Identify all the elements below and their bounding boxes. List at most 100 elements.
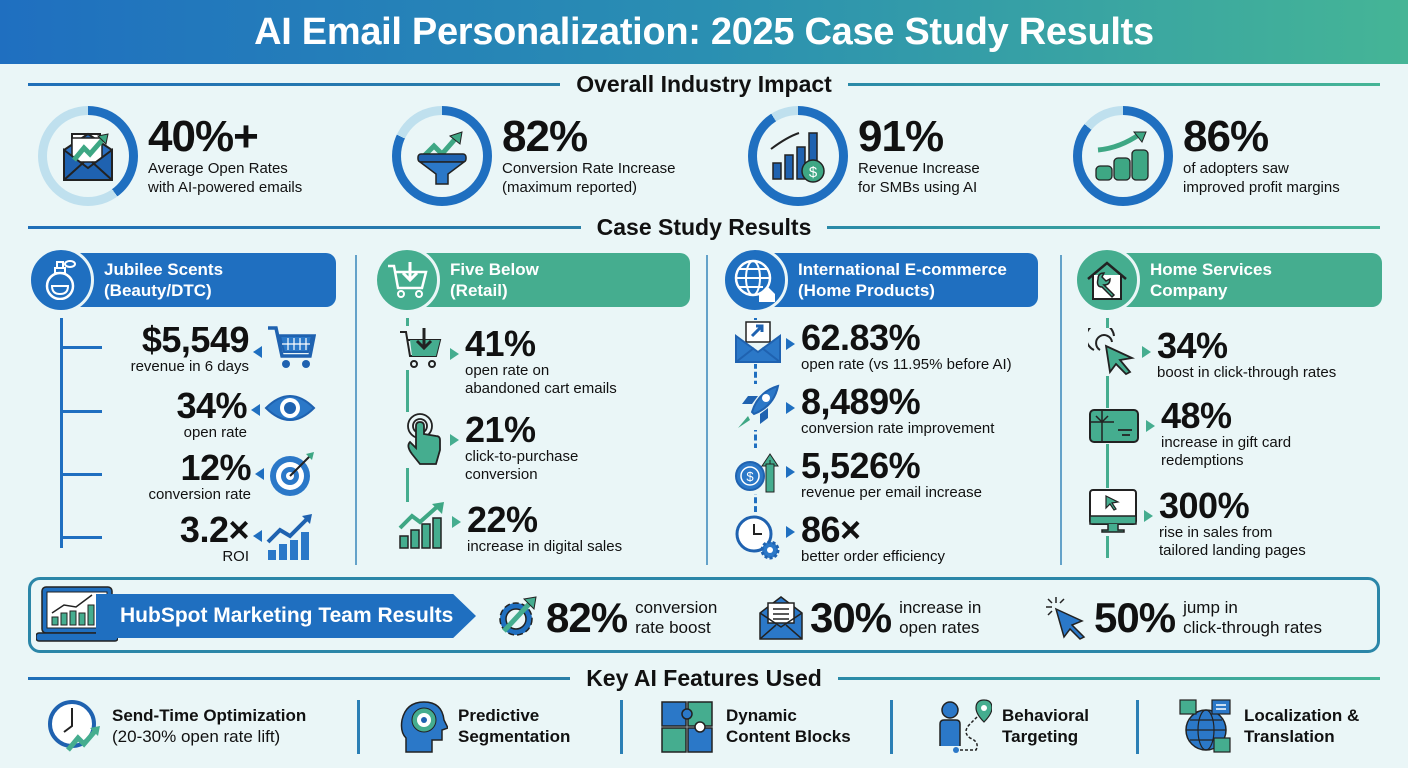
open-email-icon [734,320,782,364]
case-international-ecommerce: International E-commerce (Home Products)… [722,247,1052,566]
progress-ring [1073,106,1173,206]
stat-desc: conversion rate [148,486,251,503]
puzzle-icon [661,701,713,753]
stat-value: 8,489% [801,381,921,422]
clock-gear-icon [734,512,782,560]
section-case-study-title: Case Study Results [28,212,1380,242]
feature-title: Translation [1244,727,1335,746]
coins-growth-icon [1095,131,1149,181]
cart-download-icon [398,326,444,370]
impact-card-open-rates: 40%+ Average Open Rates with AI-powered … [38,102,302,210]
case-title: Five Below [450,260,539,279]
stat-value: 34% [176,385,247,426]
stat-value: 22% [467,499,538,540]
impact-desc: improved profit margins [1183,179,1340,196]
impact-card-revenue: $ 91% Revenue Increase for SMBs using AI [748,102,980,210]
stat-value: 82% [546,594,628,641]
column-divider [706,255,708,565]
stat-desc: increase in digital sales [467,538,623,555]
click-cursor-icon [1088,328,1136,376]
hubspot-results-panel [28,577,1380,653]
stat-desc: abandoned cart emails [465,380,617,397]
tree-branch [60,473,102,476]
email-growth-icon [63,132,113,181]
case-stat: 62.83% open rate (vs 11.95% before AI) [734,320,1012,374]
case-subtitle: (Beauty/DTC) [104,281,212,300]
tree-line [60,318,63,548]
impact-value: 40%+ [148,112,259,161]
progress-ring: $ [748,106,848,206]
impact-desc: (maximum reported) [502,179,638,196]
column-divider [1060,255,1062,565]
case-title: Home Services [1150,260,1272,279]
stat-value: 3.2× [179,509,250,550]
section-features-title: Key AI Features Used [28,663,1381,693]
feature-localization: Localization & Translation [1178,696,1359,756]
case-stat: 34% open rate [106,388,316,442]
case-subtitle: (Home Products) [798,281,935,300]
column-divider [355,255,357,565]
impact-desc: Average Open Rates [148,160,288,177]
growth-chart-icon [266,514,312,560]
gear-arrow-icon [499,596,537,636]
case-title-banner: International E-commerce (Home Products) [768,253,1038,307]
case-icon-circle [28,247,94,313]
feature-divider [890,700,893,754]
stat-value: 41% [465,323,536,364]
impact-desc: of adopters saw [1183,160,1289,177]
case-title-banner: Jubilee Scents (Beauty/DTC) [74,253,336,307]
clock-growth-icon [48,700,100,752]
case-icon-circle [722,247,788,313]
feature-title: Content Blocks [726,727,851,746]
feature-behavioral-targeting: Behavioral Targeting [936,696,1089,756]
page-header: AI Email Personalization: 2025 Case Stud… [0,0,1408,64]
svg-text:$: $ [809,164,818,181]
case-stat: 22% increase in digital sales [398,502,622,556]
feature-title: Predictive [458,706,540,725]
globe-chat-icon [1179,699,1231,753]
stat-desc: increase in gift card [1161,434,1292,451]
impact-desc: for SMBs using AI [858,179,978,196]
impact-value: 91% [858,112,944,161]
tree-branch [60,346,102,349]
stat-desc: conversion [465,466,538,483]
feature-title: Behavioral [1002,706,1089,725]
case-subtitle: (Retail) [450,281,508,300]
stat-desc: revenue per email increase [801,484,982,501]
feature-desc: (20-30% open rate lift) [112,727,281,746]
gift-card-icon [1088,408,1140,444]
perfume-icon [45,260,76,300]
coin-arrow-up-icon: $ [734,448,782,494]
case-stat: 300% rise in sales from tailored landing… [1088,488,1306,560]
impact-desc: Revenue Increase [858,160,980,177]
feature-divider [357,700,360,754]
impact-desc: Conversion Rate Increase [502,160,676,177]
stat-desc: redemptions [1161,452,1244,469]
stat-value: 5,526% [801,445,921,486]
stat-desc: conversion rate improvement [801,420,995,437]
impact-value: 86% [1183,112,1269,161]
eye-icon [264,395,316,421]
impact-card-profit: 86% of adopters saw improved profit marg… [1073,102,1340,210]
rocket-icon [734,384,782,430]
feature-divider [1136,700,1139,754]
impact-desc: with AI-powered emails [148,179,303,196]
stat-value: 12% [180,447,251,488]
case-stat: 86× better order efficiency [734,512,945,566]
impact-value: 82% [502,112,588,161]
feature-title: Localization & [1244,706,1360,725]
page-title: AI Email Personalization: 2025 Case Stud… [254,10,1154,53]
feature-title: Targeting [1002,727,1079,746]
growth-chart-icon [398,502,446,550]
case-title: International E-commerce [798,260,1007,279]
feature-divider [620,700,623,754]
section-label: Key AI Features Used [586,664,822,691]
case-stat: 3.2× ROI [106,512,316,566]
feature-send-time: Send-Time Optimization (20-30% open rate… [46,696,306,756]
stat-value: $5,549 [141,319,250,360]
stat-value: 48% [1161,395,1232,436]
stat-desc: rate boost [635,618,711,637]
stat-desc: jump in [1183,598,1238,617]
house-wrench-icon [1087,261,1127,300]
tap-hand-icon [404,412,444,468]
